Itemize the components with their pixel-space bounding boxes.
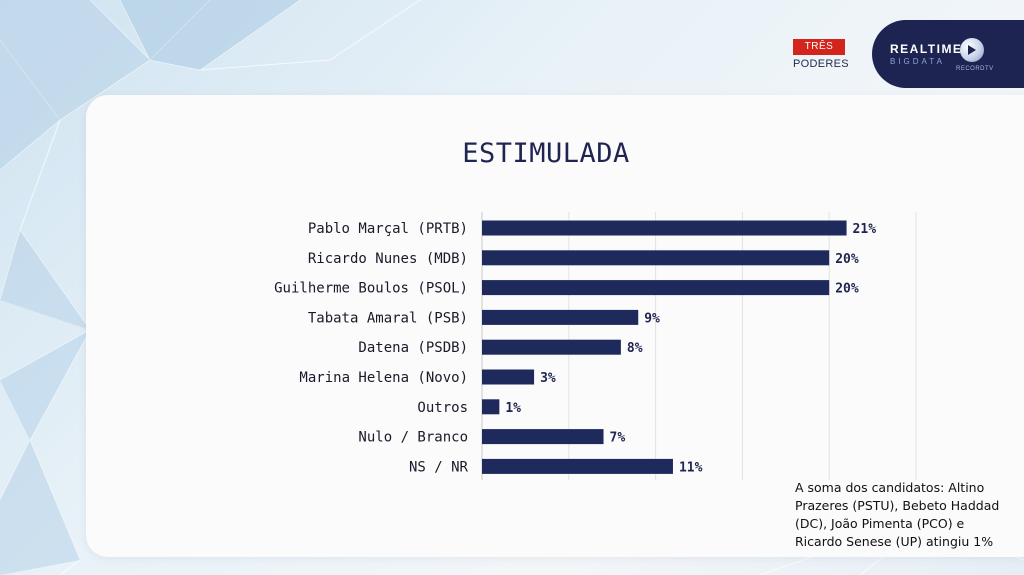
- bar: [482, 339, 621, 355]
- category-label: Guilherme Boulos (PSOL): [274, 281, 468, 297]
- category-label: Marina Helena (Novo): [299, 370, 468, 386]
- category-label: Datena (PSDB): [358, 340, 468, 356]
- data-label: 11%: [679, 460, 703, 475]
- category-label: Tabata Amaral (PSB): [308, 310, 468, 326]
- category-label: Pablo Marçal (PRTB): [308, 221, 468, 237]
- data-label: 3%: [540, 371, 556, 386]
- category-label: Outros: [417, 400, 468, 416]
- data-label: 7%: [610, 431, 626, 446]
- data-label: 20%: [835, 252, 859, 267]
- content-card: [86, 95, 1024, 557]
- bar: [482, 309, 639, 325]
- category-label: Nulo / Branco: [358, 430, 468, 446]
- tres-poderes-logo-top: TRÊS: [793, 39, 845, 55]
- bar: [482, 280, 830, 296]
- data-label: 21%: [853, 222, 877, 237]
- realtime-bigdata-logo: REALTIME BIGDATA RECORDTV: [872, 20, 1024, 88]
- category-label: NS / NR: [409, 459, 469, 475]
- realtime-logo-text: REALTIME: [890, 42, 963, 56]
- data-label: 1%: [505, 401, 521, 416]
- bar: [482, 399, 500, 415]
- footnote: A soma dos candidatos: Altino Prazeres (…: [795, 480, 1000, 549]
- data-label: 20%: [835, 282, 859, 297]
- chart-title: ESTIMULADA: [462, 138, 630, 169]
- data-label: 9%: [644, 311, 660, 326]
- tres-poderes-logo-bottom: PODERES: [793, 58, 849, 70]
- bar: [482, 369, 535, 385]
- tres-poderes-logo: TRÊS PODERES: [793, 39, 849, 71]
- bar: [482, 429, 604, 445]
- bigdata-logo-text: BIGDATA: [890, 57, 945, 66]
- recordtv-logo-text: RECORDTV: [956, 66, 994, 72]
- category-label: Ricardo Nunes (MDB): [308, 251, 468, 267]
- bar: [482, 458, 673, 474]
- bar: [482, 250, 830, 266]
- bar: [482, 220, 847, 236]
- play-triangle-icon: [968, 45, 976, 55]
- data-label: 8%: [627, 341, 643, 356]
